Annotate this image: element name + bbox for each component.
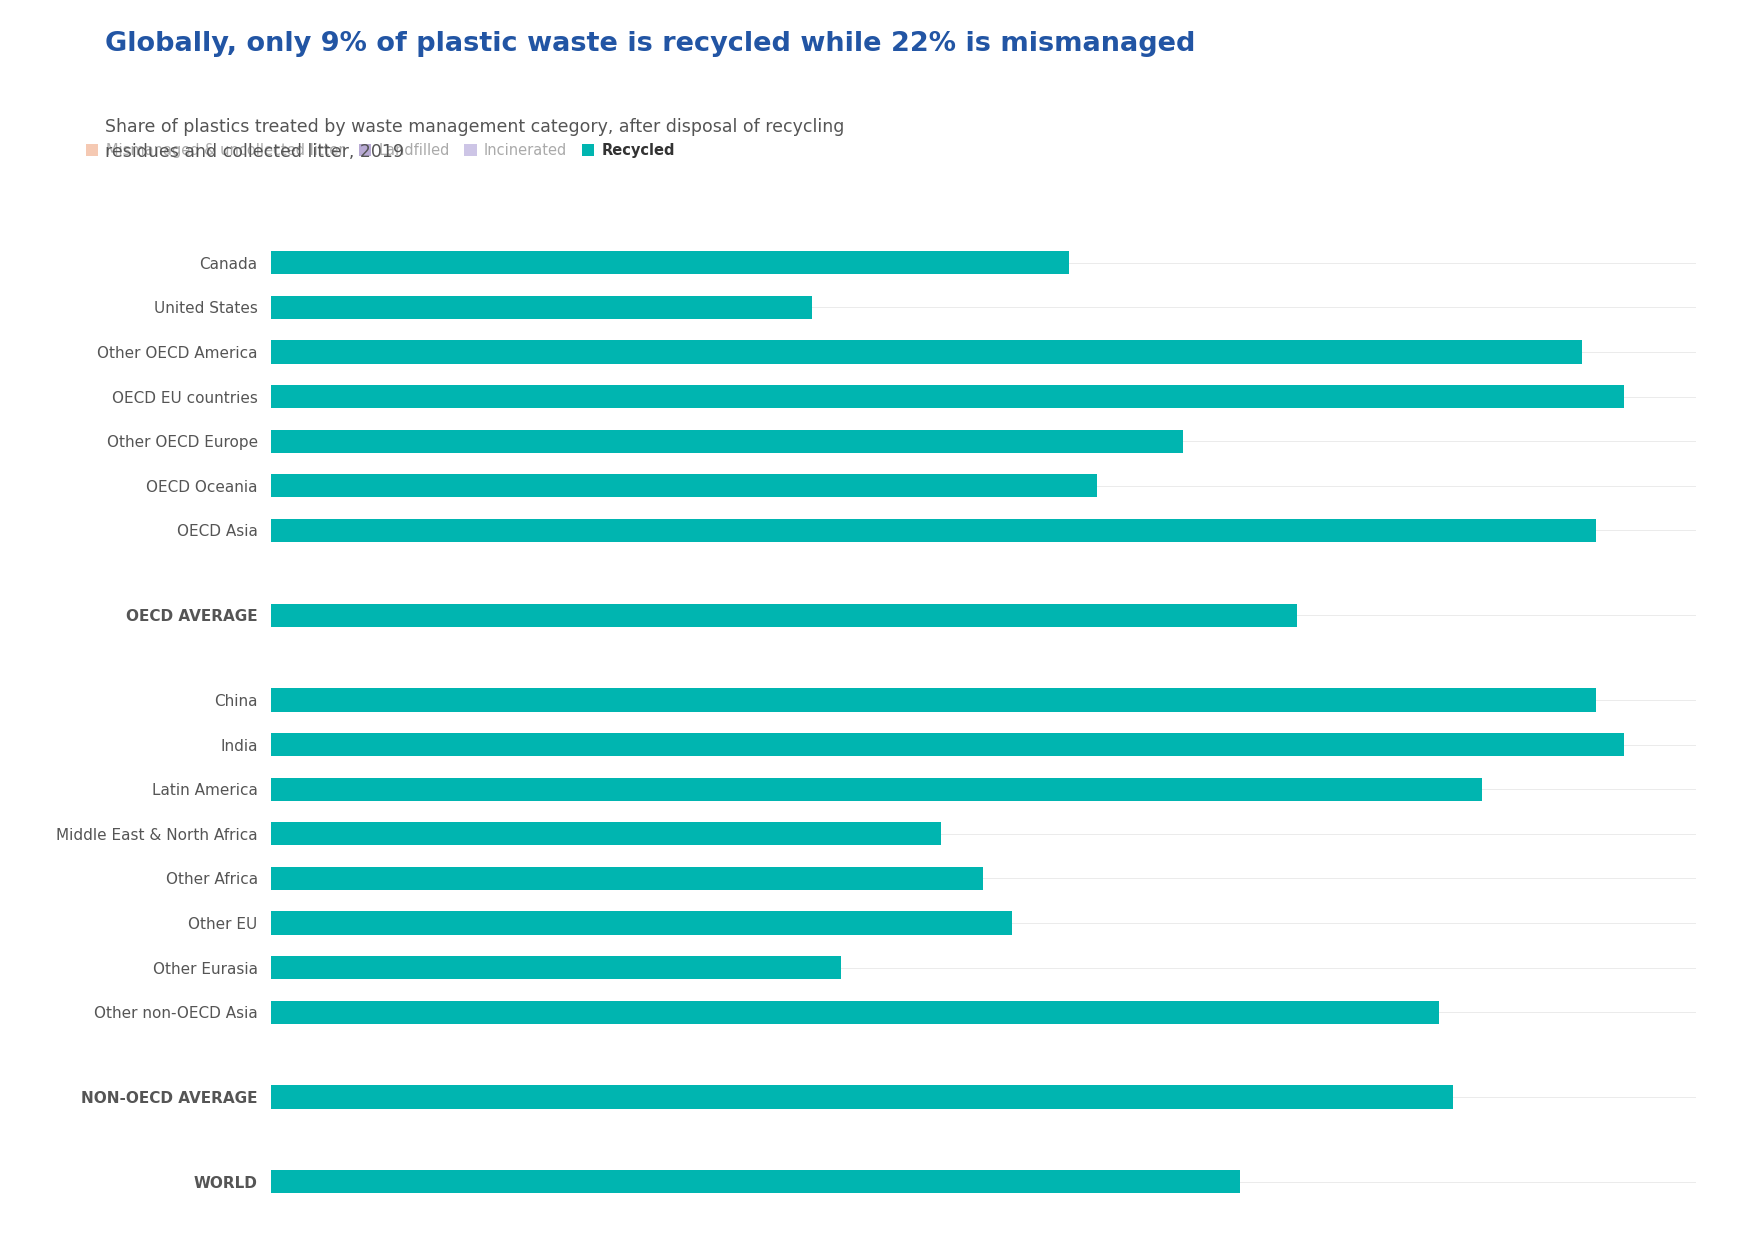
Bar: [271, 1085, 1453, 1109]
Bar: [271, 911, 1012, 935]
Bar: [271, 252, 1068, 274]
Bar: [271, 777, 1482, 801]
Bar: [271, 604, 1297, 627]
Bar: [271, 1171, 1239, 1193]
Bar: [271, 474, 1098, 497]
Bar: [271, 341, 1582, 363]
Text: Globally, only 9% of plastic waste is recycled while 22% is mismanaged: Globally, only 9% of plastic waste is re…: [105, 31, 1196, 57]
Bar: [271, 688, 1596, 712]
Bar: [271, 867, 982, 890]
Bar: [271, 430, 1183, 453]
Bar: [271, 1001, 1439, 1024]
Bar: [271, 518, 1596, 542]
Legend: Mismanaged & uncollected litter, Landfilled, Incinerated, Recycled: Mismanaged & uncollected litter, Landfil…: [86, 143, 675, 157]
Text: Share of plastics treated by waste management category, after disposal of recycl: Share of plastics treated by waste manag…: [105, 118, 844, 161]
Bar: [271, 733, 1624, 756]
Bar: [271, 296, 813, 319]
Bar: [271, 386, 1624, 408]
Bar: [271, 956, 841, 980]
Bar: [271, 822, 940, 846]
